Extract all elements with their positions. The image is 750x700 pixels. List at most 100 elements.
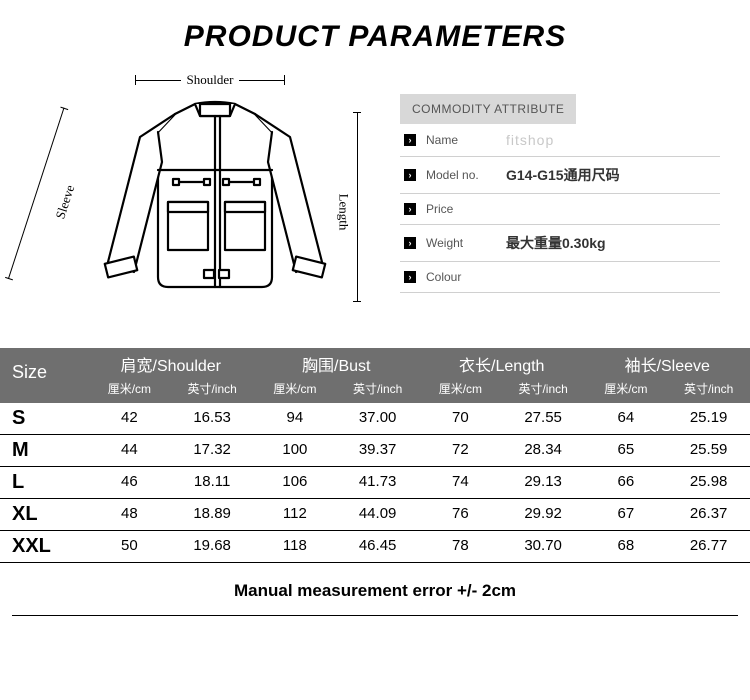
cell-group: 6726.37 bbox=[585, 499, 750, 530]
data-cell: 76 bbox=[419, 499, 502, 530]
attribute-value: 最大重量0.30kg bbox=[506, 233, 606, 253]
data-cell: 44.09 bbox=[336, 499, 419, 530]
data-cell: 44 bbox=[88, 435, 171, 466]
cell-group: 7629.92 bbox=[419, 499, 585, 530]
length-label: Length bbox=[336, 194, 352, 231]
attribute-row: › Weight 最大重量0.30kg bbox=[400, 225, 720, 262]
data-cell: 26.37 bbox=[667, 499, 750, 530]
size-cell: M bbox=[12, 435, 88, 466]
shoulder-bracket: Shoulder bbox=[135, 72, 285, 88]
size-cell: S bbox=[12, 403, 88, 434]
data-cell: 37.00 bbox=[336, 403, 419, 434]
data-cell: 25.59 bbox=[667, 435, 750, 466]
bullet-icon: › bbox=[404, 134, 416, 146]
data-cell: 68 bbox=[585, 531, 668, 562]
cell-group: 10039.37 bbox=[254, 435, 420, 466]
cell-group: 7228.34 bbox=[419, 435, 585, 466]
data-cell: 74 bbox=[419, 467, 502, 498]
data-cell: 48 bbox=[88, 499, 171, 530]
data-cell: 25.98 bbox=[667, 467, 750, 498]
attribute-row: ›Model no.G14-G15通用尺码 bbox=[400, 157, 720, 194]
size-cell: L bbox=[12, 467, 88, 498]
column-sub-header: 英寸/inch bbox=[171, 378, 254, 403]
data-cell: 100 bbox=[254, 435, 337, 466]
data-cell: 46.45 bbox=[336, 531, 419, 562]
data-cell: 39.37 bbox=[336, 435, 419, 466]
data-cell: 65 bbox=[585, 435, 668, 466]
data-cell: 19.68 bbox=[171, 531, 254, 562]
column-group-title: 胸围/Bust bbox=[254, 348, 420, 378]
column-group-title: 袖长/Sleeve bbox=[585, 348, 750, 378]
jacket-diagram: Shoulder Sleeve Length bbox=[30, 64, 370, 334]
data-cell: 66 bbox=[585, 467, 668, 498]
data-cell: 42 bbox=[88, 403, 171, 434]
data-cell: 29.13 bbox=[502, 467, 585, 498]
table-row: XL4818.8911244.097629.926726.37 bbox=[0, 499, 750, 531]
length-bracket bbox=[357, 112, 358, 302]
data-cell: 64 bbox=[585, 403, 668, 434]
data-cell: 50 bbox=[88, 531, 171, 562]
data-cell: 27.55 bbox=[502, 403, 585, 434]
cell-group: 6625.98 bbox=[585, 467, 750, 498]
column-sub-header: 英寸/inch bbox=[502, 378, 585, 403]
table-row: S4216.539437.007027.556425.19 bbox=[0, 403, 750, 435]
data-cell: 106 bbox=[254, 467, 337, 498]
column-sub-header: 英寸/inch bbox=[336, 378, 419, 403]
table-row: L4618.1110641.737429.136625.98 bbox=[0, 467, 750, 499]
data-cell: 29.92 bbox=[502, 499, 585, 530]
bullet-icon: › bbox=[404, 203, 416, 215]
page-title: PRODUCT PARAMETERS bbox=[0, 20, 750, 54]
data-cell: 18.11 bbox=[171, 467, 254, 498]
attribute-label: Model no. bbox=[426, 168, 496, 182]
size-column-header: Size bbox=[12, 348, 88, 403]
size-cell: XXL bbox=[12, 531, 88, 562]
data-cell: 28.34 bbox=[502, 435, 585, 466]
data-cell: 25.19 bbox=[667, 403, 750, 434]
data-cell: 30.70 bbox=[502, 531, 585, 562]
column-sub-header: 英寸/inch bbox=[667, 378, 750, 403]
data-cell: 41.73 bbox=[336, 467, 419, 498]
cell-group: 6425.19 bbox=[585, 403, 750, 434]
cell-group: 11846.45 bbox=[254, 531, 420, 562]
attribute-label: Price bbox=[426, 202, 496, 216]
data-cell: 118 bbox=[254, 531, 337, 562]
cell-group: 7027.55 bbox=[419, 403, 585, 434]
cell-group: 4417.32 bbox=[88, 435, 254, 466]
data-cell: 26.77 bbox=[667, 531, 750, 562]
cell-group: 4818.89 bbox=[88, 499, 254, 530]
cell-group: 4216.53 bbox=[88, 403, 254, 434]
bullet-icon: › bbox=[404, 169, 416, 181]
column-sub-header: 厘米/cm bbox=[254, 378, 337, 403]
column-group-title: 衣长/Length bbox=[419, 348, 585, 378]
attribute-label: Weight bbox=[426, 236, 496, 250]
shoulder-label: Shoulder bbox=[181, 72, 240, 88]
attributes-panel: COMMODITY ATTRIBUTE › Name fitshop › Model n… bbox=[400, 64, 720, 334]
footer-note: Manual measurement error +/- 2cm bbox=[12, 581, 738, 616]
cell-group: 6525.59 bbox=[585, 435, 750, 466]
attribute-row: › Price bbox=[400, 194, 720, 225]
attributes-header: COMMODITY ATTRIBUTE bbox=[400, 94, 576, 124]
attribute-label: Name bbox=[426, 133, 496, 147]
data-cell: 70 bbox=[419, 403, 502, 434]
data-cell: 18.89 bbox=[171, 499, 254, 530]
attribute-label: Colour bbox=[426, 270, 496, 284]
size-table: Size 肩宽/Shoulder厘米/cm英寸/inch胸围/Bust厘米/cm… bbox=[0, 348, 750, 563]
data-cell: 72 bbox=[419, 435, 502, 466]
cell-group: 7830.70 bbox=[419, 531, 585, 562]
cell-group: 5019.68 bbox=[88, 531, 254, 562]
column-sub-header: 厘米/cm bbox=[88, 378, 171, 403]
column-group-header: 袖长/Sleeve厘米/cm英寸/inch bbox=[585, 348, 750, 403]
attribute-row: ›Colour bbox=[400, 262, 720, 293]
bullet-icon: › bbox=[404, 237, 416, 249]
attribute-row: › Name fitshop bbox=[400, 124, 720, 157]
column-group-header: 肩宽/Shoulder厘米/cm英寸/inch bbox=[88, 348, 254, 403]
data-cell: 67 bbox=[585, 499, 668, 530]
column-sub-header: 厘米/cm bbox=[585, 378, 668, 403]
table-row: M4417.3210039.377228.346525.59 bbox=[0, 435, 750, 467]
data-cell: 94 bbox=[254, 403, 337, 434]
jacket-icon bbox=[100, 92, 330, 322]
attribute-value: fitshop bbox=[506, 132, 554, 148]
size-cell: XL bbox=[12, 499, 88, 530]
cell-group: 10641.73 bbox=[254, 467, 420, 498]
cell-group: 6826.77 bbox=[585, 531, 750, 562]
